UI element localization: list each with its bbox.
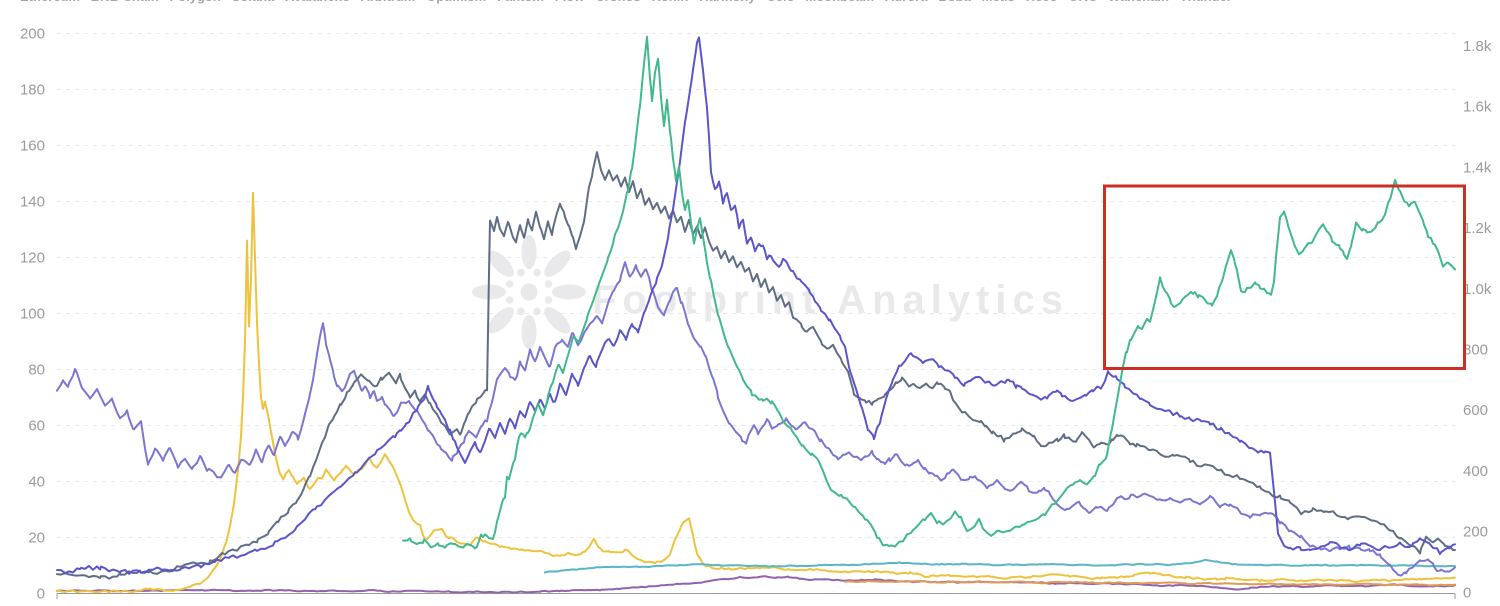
svg-text:600: 600 — [1463, 402, 1488, 419]
svg-text:140: 140 — [20, 194, 45, 211]
svg-text:800: 800 — [1463, 342, 1488, 359]
svg-text:80: 80 — [28, 362, 45, 379]
svg-text:180: 180 — [20, 82, 45, 99]
svg-text:40: 40 — [28, 474, 45, 491]
svg-text:0: 0 — [1463, 584, 1471, 601]
svg-text:Ethereum BNB Chain Polygon: Ethereum BNB Chain Polygon Solana Avalan… — [20, 0, 1232, 4]
svg-text:160: 160 — [20, 138, 45, 155]
svg-text:1.6k: 1.6k — [1463, 99, 1492, 116]
svg-text:400: 400 — [1463, 463, 1488, 480]
svg-text:0: 0 — [37, 586, 45, 602]
svg-text:120: 120 — [20, 250, 45, 267]
svg-text:1.0k: 1.0k — [1463, 281, 1492, 298]
svg-text:100: 100 — [20, 306, 45, 323]
svg-text:1.8k: 1.8k — [1463, 38, 1492, 55]
svg-text:60: 60 — [28, 418, 45, 435]
svg-text:200: 200 — [1463, 524, 1488, 541]
svg-text:20: 20 — [28, 530, 45, 547]
svg-text:200: 200 — [20, 26, 45, 43]
svg-text:1.2k: 1.2k — [1463, 220, 1492, 237]
svg-text:1.4k: 1.4k — [1463, 159, 1492, 176]
